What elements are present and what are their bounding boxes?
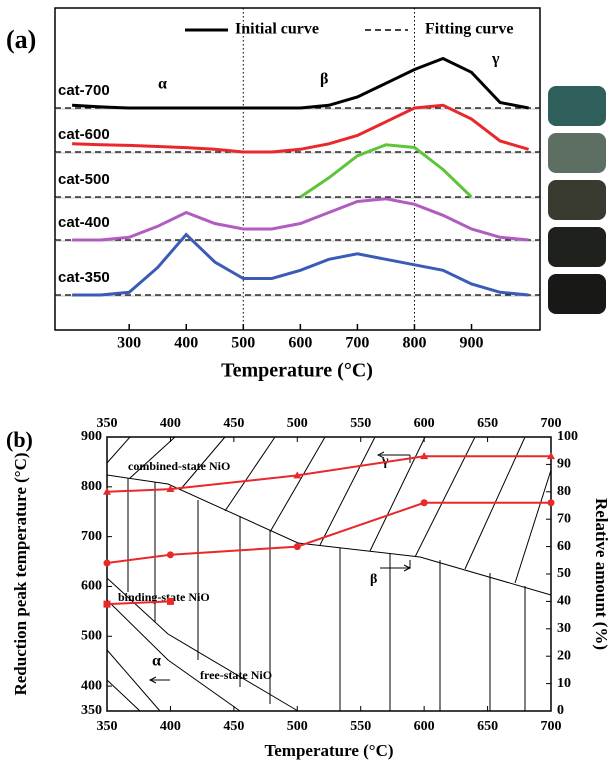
x-tick-label: 700 [345,335,369,352]
y2-tick-label: 50 [557,566,571,581]
marker [166,597,174,605]
photo [548,180,606,220]
annotation: β [370,572,377,587]
x-tick-label: 300 [117,335,141,352]
photo [548,86,606,126]
legend-label: Initial curve [235,21,319,38]
sample-photos [548,86,606,314]
x-top-tick-label: 350 [97,416,118,431]
x-tick-label: 400 [174,335,198,352]
marker [420,452,429,460]
x-top-tick-label: 600 [414,416,435,431]
x-tick-label: 450 [223,719,244,734]
photo [548,274,606,314]
panel-label: (a) [6,25,36,54]
marker [293,543,301,551]
x-tick-label: 600 [414,719,435,734]
x-top-tick-label: 450 [223,416,244,431]
region-label: combined-state NiO [128,459,230,473]
photo [548,227,606,267]
region-boundaries [106,436,552,712]
panel-label: (b) [6,427,33,452]
x-tick-label: 700 [541,719,562,734]
x-tick-label: 800 [402,335,426,352]
curve [72,232,529,297]
y2-tick-label: 0 [557,703,564,718]
x-top-tick-label: 650 [477,416,498,431]
y2-axis-title: Relative amount (%) [592,498,611,650]
x-tick-label: 350 [97,719,118,734]
marker [547,499,555,507]
marker [103,600,111,608]
y2-tick-label: 40 [557,594,571,609]
y-tick-label: 350 [81,703,102,718]
y2-tick-label: 70 [557,511,571,526]
curve [72,197,529,242]
marker [547,452,555,460]
series-label: cat-600 [58,126,110,143]
x-axis-title: Temperature (°C) [264,741,393,760]
series-label: cat-700 [58,82,110,99]
annotation: γ [491,51,500,68]
series-label: cat-500 [58,171,110,188]
marker [166,485,175,493]
series-label: cat-400 [58,214,110,231]
plot-frame-a [54,7,541,331]
x-top-tick-label: 550 [350,416,371,431]
curve [72,103,530,154]
region-label: free-state NiO [200,668,272,682]
y-tick-label: 900 [81,429,102,444]
y2-tick-label: 20 [557,648,571,663]
x-tick-label: 500 [287,719,308,734]
y-tick-label: 800 [81,479,102,494]
marker [166,551,174,559]
y2-tick-label: 60 [557,539,571,554]
x-tick-label: 900 [460,335,484,352]
y-tick-label: 400 [81,678,102,693]
annotation: α [152,653,161,670]
marker [103,559,111,567]
marker [103,487,111,495]
x-top-tick-label: 400 [160,416,181,431]
curve [299,143,473,199]
y-tick-label: 600 [81,579,102,594]
y-axis-title: Reduction peak temperature (°C) [11,452,30,695]
plot-frame-b [106,436,552,712]
region-label: binding-state NiO [118,590,210,604]
y2-tick-label: 30 [557,621,571,636]
series-label: cat-350 [58,269,110,286]
x-tick-label: 550 [350,719,371,734]
x-tick-label: 500 [231,335,255,352]
x-top-tick-label: 500 [287,416,308,431]
marker [293,471,302,479]
y2-tick-label: 90 [557,457,571,472]
y-tick-label: 500 [81,628,102,643]
x-top-tick-label: 700 [541,416,562,431]
photo [548,133,606,173]
x-axis-title: Temperature (°C) [221,360,373,382]
annotation: β [320,71,328,88]
marker [420,499,428,507]
y2-tick-label: 100 [557,429,578,444]
y2-tick-label: 10 [557,676,571,691]
annotation: α [158,76,167,93]
curve [72,56,529,110]
y2-tick-label: 80 [557,484,571,499]
x-tick-label: 650 [477,719,498,734]
series-line [106,600,171,606]
x-tick-label: 600 [288,335,312,352]
x-tick-label: 400 [160,719,181,734]
legend-label: Fitting curve [425,21,513,38]
y-tick-label: 700 [81,529,102,544]
